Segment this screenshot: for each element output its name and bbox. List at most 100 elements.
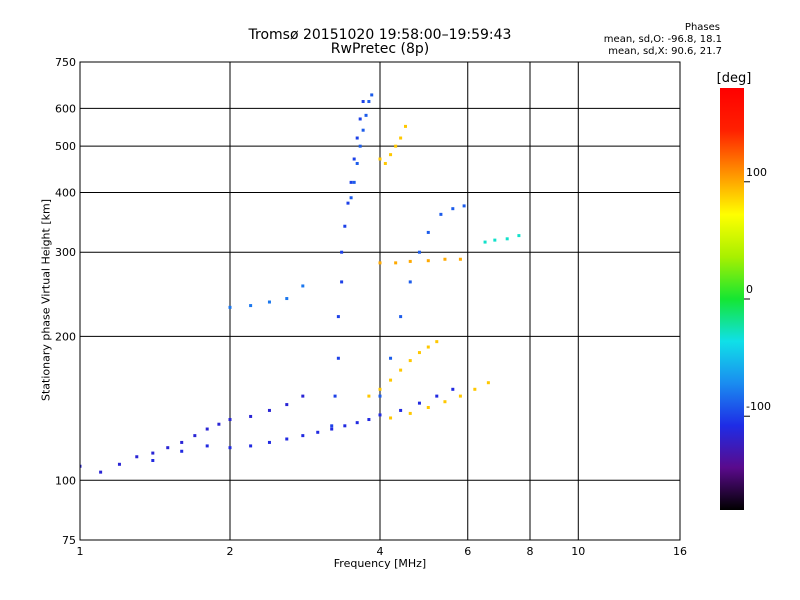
echo-point	[426, 259, 430, 263]
colorbar	[720, 88, 744, 510]
echo-point	[80, 464, 82, 468]
echo-point	[389, 378, 393, 382]
x-tick-label: 4	[377, 545, 384, 558]
echo-point	[249, 414, 253, 418]
echo-point	[493, 238, 497, 242]
echo-point	[228, 418, 232, 422]
echo-point	[417, 250, 421, 254]
echo-point	[228, 446, 232, 450]
echo-point	[355, 421, 359, 425]
echo-point	[505, 237, 509, 241]
y-tick-label: 600	[55, 102, 76, 115]
echo-point	[361, 100, 365, 104]
echo-point	[378, 413, 382, 417]
colorbar-tick-label: 100	[746, 166, 767, 179]
echo-point	[394, 261, 398, 265]
echo-point	[193, 434, 197, 438]
echo-point	[435, 340, 439, 344]
echo-point	[367, 100, 371, 104]
echo-point	[285, 403, 289, 407]
echo-point	[426, 230, 430, 234]
echo-point	[205, 444, 209, 448]
echo-point	[358, 144, 362, 148]
colorbar-ticks: 100 0 -100	[744, 166, 771, 417]
phases-o-mode: mean, sd,O: -96.8, 18.1	[603, 34, 722, 45]
colorbar-tick-label: 0	[746, 283, 753, 296]
echo-point	[180, 440, 184, 444]
echo-point	[408, 411, 412, 415]
echo-point	[330, 427, 334, 431]
y-tick-label: 200	[55, 330, 76, 343]
echo-point	[135, 455, 139, 459]
echo-point	[228, 305, 232, 309]
echo-point	[301, 284, 305, 288]
echo-points	[80, 93, 521, 474]
echo-point	[249, 304, 253, 308]
echo-point	[486, 381, 490, 385]
echo-point	[358, 117, 362, 121]
echo-point	[389, 356, 393, 360]
x-tick-label: 16	[673, 545, 687, 558]
echo-point	[267, 440, 271, 444]
echo-point	[151, 458, 155, 462]
echo-point	[336, 356, 340, 360]
colorbar-unit: [deg]	[716, 71, 752, 86]
echo-point	[383, 161, 387, 165]
x-tick-label: 6	[464, 545, 471, 558]
echo-point	[367, 394, 371, 398]
echo-point	[166, 446, 170, 450]
echo-point	[355, 161, 359, 165]
echo-point	[349, 180, 353, 184]
echo-point	[367, 418, 371, 422]
echo-point	[426, 345, 430, 349]
echo-point	[378, 261, 382, 265]
echo-point	[352, 157, 356, 161]
echo-point	[473, 387, 477, 391]
echo-point	[343, 224, 347, 228]
echo-point	[389, 153, 393, 157]
echo-point	[285, 437, 289, 441]
echo-point	[267, 300, 271, 304]
echo-point	[408, 280, 412, 284]
echo-point	[346, 201, 350, 205]
echo-point	[285, 297, 289, 301]
echo-point	[151, 451, 155, 455]
echo-point	[99, 470, 103, 474]
y-tick-label: 300	[55, 246, 76, 259]
echo-point	[399, 136, 403, 140]
echo-point	[205, 427, 209, 431]
echo-point	[378, 394, 382, 398]
y-tick-label: 500	[55, 140, 76, 153]
echo-point	[355, 136, 359, 140]
echo-point	[439, 212, 443, 216]
echo-point	[451, 387, 455, 391]
echo-point	[458, 394, 462, 398]
echo-point	[458, 257, 462, 261]
echo-point	[403, 124, 407, 128]
y-axis-ticks: 75 100 200 300 400 500 600 750	[55, 56, 76, 547]
echo-point	[361, 128, 365, 132]
echo-point	[340, 280, 344, 284]
x-axis-label: Frequency [MHz]	[333, 557, 427, 570]
echo-point	[267, 408, 271, 412]
echo-point	[483, 240, 487, 244]
colorbar-tick-label: -100	[746, 400, 771, 413]
echo-point	[352, 180, 356, 184]
x-tick-label: 2	[227, 545, 234, 558]
x-tick-label: 1	[77, 545, 84, 558]
echo-point	[517, 234, 521, 238]
echo-point	[435, 394, 439, 398]
echo-point	[399, 368, 403, 372]
echo-point	[333, 394, 337, 398]
echo-point	[117, 462, 121, 466]
echo-point	[426, 405, 430, 409]
echo-point	[343, 424, 347, 428]
x-tick-label: 10	[571, 545, 585, 558]
y-tick-label: 100	[55, 474, 76, 487]
chart-title: Tromsø 20151020 19:58:00–19:59:43	[248, 27, 512, 43]
echo-point	[394, 144, 398, 148]
phases-x-mode: mean, sd,X: 90.6, 21.7	[608, 46, 722, 57]
x-tick-label: 8	[527, 545, 534, 558]
echo-point	[370, 93, 374, 97]
echo-point	[378, 387, 382, 391]
